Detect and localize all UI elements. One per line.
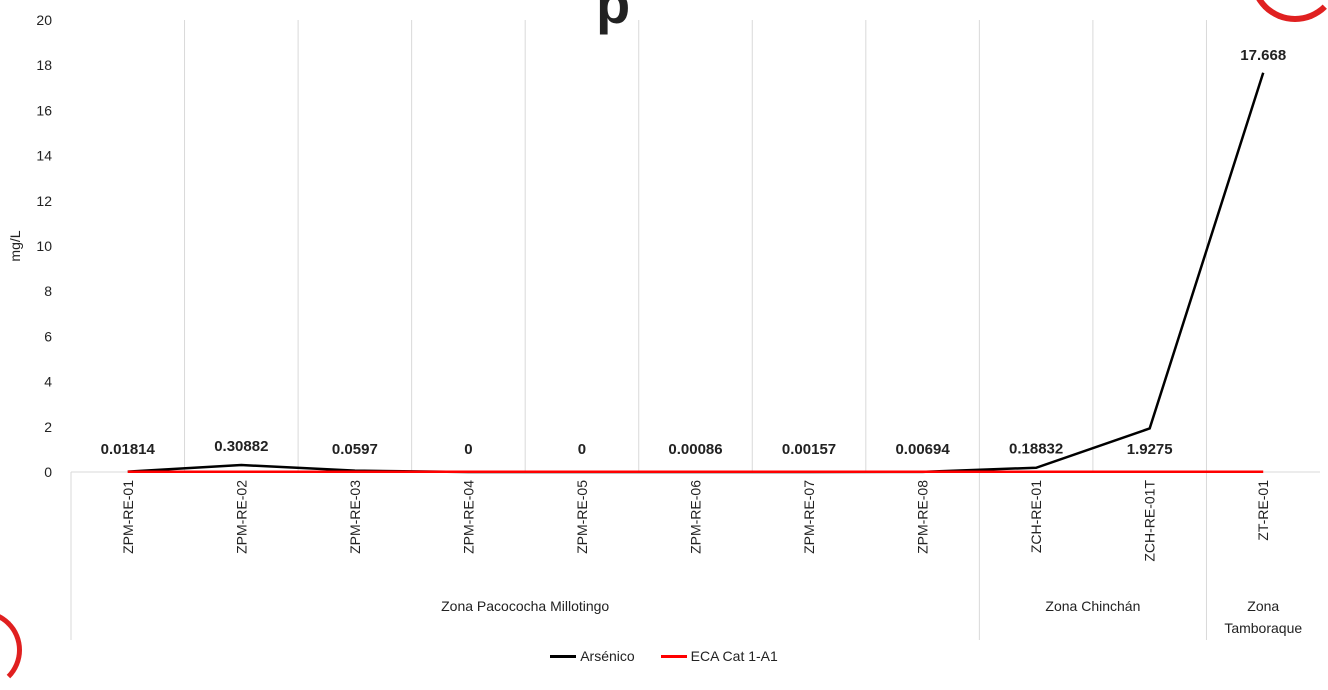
data-label: 0 [464,441,472,458]
data-label: 0.0597 [332,441,378,458]
data-label: 0.00157 [782,441,836,458]
x-tick-label: ZPM-RE-01 [120,480,136,554]
x-tick-label: ZCH-RE-01T [1142,480,1158,562]
x-tick-label: ZCH-RE-01 [1028,480,1044,553]
y-tick-label: 14 [36,148,52,164]
legend-label-eca: ECA Cat 1-A1 [690,648,778,664]
y-tick-label: 12 [36,193,52,209]
data-label: 0 [578,441,586,458]
x-tick-label: ZPM-RE-04 [460,480,476,554]
data-label: 0.00694 [895,441,950,458]
group-label: Zona Pacococha Millotingo [441,598,609,614]
legend-item-arsenico: Arsénico [550,648,635,664]
legend-item-eca: ECA Cat 1-A1 [660,648,778,664]
y-axis-title: mg/L [7,230,23,261]
chart-title-fragment: p [596,0,631,35]
y-tick-label: 0 [44,464,52,480]
y-tick-label: 8 [44,283,52,299]
legend-swatch-eca [660,654,687,658]
x-tick-label: ZPM-RE-07 [801,480,817,554]
group-label: Tamboraque [1224,620,1302,636]
data-label: 0.01814 [101,441,156,458]
legend-swatch-arsenico [550,654,577,658]
y-tick-label: 16 [36,102,52,118]
y-tick-label: 18 [36,57,52,73]
group-label: Zona [1247,598,1279,614]
y-tick-label: 6 [44,328,52,344]
x-tick-label: ZT-RE-01 [1255,480,1271,541]
y-tick-label: 2 [44,419,52,435]
y-tick-label: 10 [36,238,52,254]
x-tick-label: ZPM-RE-08 [915,480,931,554]
y-tick-label: 20 [36,12,52,28]
y-tick-label: 4 [44,374,52,390]
x-tick-label: ZPM-RE-05 [574,480,590,554]
data-label: 0.30882 [214,438,268,455]
x-tick-label: ZPM-RE-03 [347,480,363,554]
data-label: 0.18832 [1009,441,1063,458]
data-label: 0.00086 [668,441,722,458]
data-label: 1.9275 [1127,441,1173,458]
x-tick-label: ZPM-RE-02 [233,480,249,554]
data-label: 17.668 [1240,47,1286,64]
group-label: Zona Chinchán [1045,598,1140,614]
x-tick-label: ZPM-RE-06 [688,480,704,554]
line-chart: 0 2 4 6 8 10 12 14 16 18 20 mg/L ZPM-RE-01 ZPM-RE-02 Z… [7,12,1320,640]
legend: Arsénico ECA Cat 1-A1 [0,648,1328,664]
legend-label-arsenico: Arsénico [580,648,635,664]
